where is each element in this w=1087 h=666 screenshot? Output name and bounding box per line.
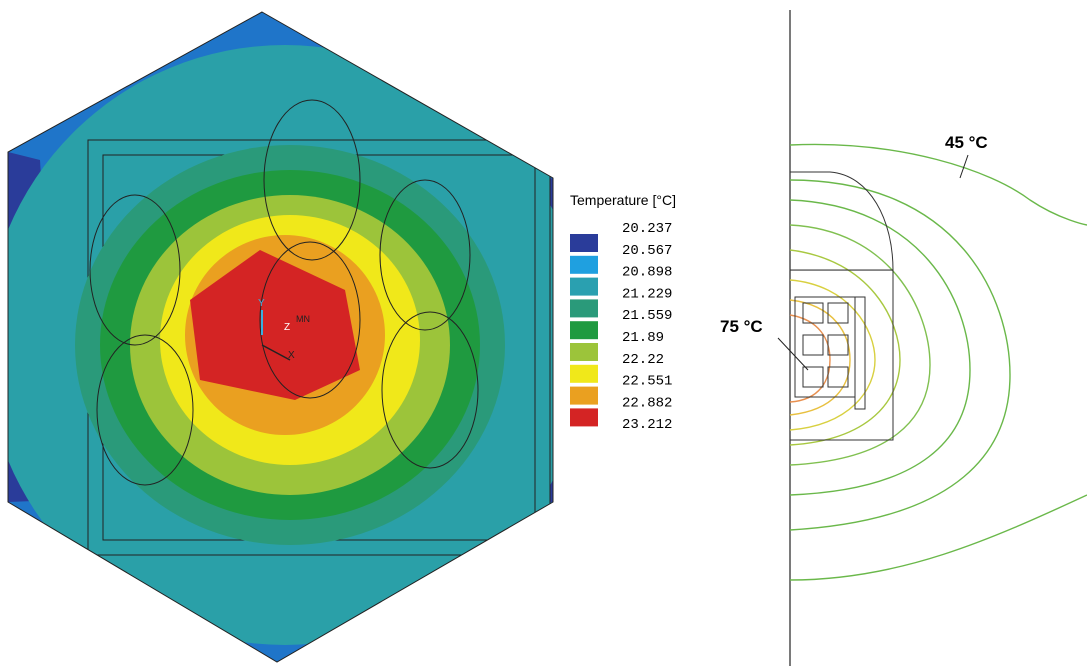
isotherm [790, 144, 1087, 225]
triad-label: MN [296, 314, 310, 324]
legend-title: Temperature [°C] [570, 192, 676, 208]
annotation: 75 °C [720, 317, 763, 336]
isotherm [790, 225, 930, 465]
legend-swatch [570, 343, 598, 361]
legend-swatch [570, 234, 598, 252]
housing [855, 297, 865, 409]
legend-value: 22.882 [622, 395, 672, 411]
cell [803, 367, 823, 387]
isotherm [790, 250, 900, 445]
legend-value: 21.229 [622, 286, 672, 302]
triad-label: Z [284, 322, 290, 333]
legend-value: 20.898 [622, 265, 672, 281]
cell [803, 335, 823, 355]
thermal-model: Y Z X MN [0, 0, 585, 666]
legend: Temperature [°C] 20.237 20.567 20.898 21.22… [570, 192, 676, 433]
isotherm [790, 200, 970, 495]
housing [790, 172, 893, 440]
legend-value: 21.559 [622, 308, 672, 324]
legend-swatch [570, 387, 598, 405]
legend-swatch [570, 408, 598, 426]
legend-value: 23.212 [622, 417, 672, 433]
legend-swatch [570, 278, 598, 296]
legend-swatch [570, 321, 598, 339]
legend-value: 22.551 [622, 374, 672, 390]
legend-swatch [570, 299, 598, 317]
triad-label: X [288, 350, 295, 361]
cell [828, 303, 848, 323]
legend-swatch [570, 365, 598, 383]
isotherm [790, 495, 1087, 580]
legend-value: 22.22 [622, 352, 664, 368]
legend-value: 21.89 [622, 330, 664, 346]
cell [828, 335, 848, 355]
annotation: 45 °C [945, 133, 988, 152]
legend-swatch [570, 256, 598, 274]
figure: Y Z X MN Temperature [°C] 20.237 20.567 20… [0, 0, 1087, 666]
contour-plot: 45 °C 75 °C [720, 10, 1087, 666]
triad-label: Y [258, 298, 265, 309]
legend-value: 20.237 [622, 221, 672, 237]
isotherm [790, 315, 830, 402]
legend-value: 20.567 [622, 243, 672, 259]
